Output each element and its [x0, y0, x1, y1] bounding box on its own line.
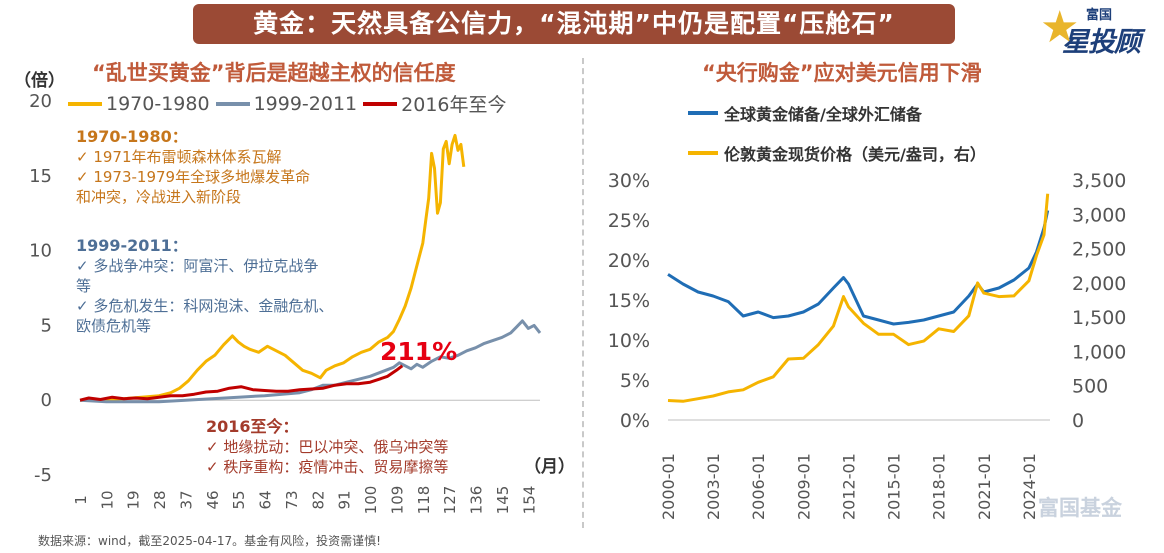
y-right-tick-label: 1,000 [1072, 341, 1126, 363]
annotation-2016: 2016至今： ✓ 地缘扰动：巴以冲突、俄乌冲突等 ✓ 秩序重构：疫情冲击、贸易… [206, 417, 448, 477]
annotation-item: ✓ 多危机发生：科网泡沫、金融危机、 [76, 297, 334, 315]
legend-swatch-blue [688, 111, 718, 115]
annotation-item: ✓ 秩序重构：疫情冲击、贸易摩擦等 [206, 458, 449, 476]
y-right-tick-label: 3,000 [1072, 204, 1126, 226]
right-legend-price: 伦敦黄金现货价格（美元/盎司，右） [688, 141, 986, 165]
y-left-tick-label: 15% [608, 290, 650, 312]
right-legend-reserve: 全球黄金储备/全球外汇储备 [688, 101, 922, 125]
y-right-tick-label: 500 [1072, 376, 1108, 398]
x-tick-label: 154 [520, 486, 538, 515]
x-tick-label: 46 [204, 490, 222, 509]
series-line-1 [667, 193, 1050, 403]
logo-main-text: 星投顾 [1062, 27, 1141, 58]
y-left-tick-label: 5% [620, 370, 650, 392]
x-tick-label: 2015-01 [885, 453, 904, 520]
x-tick-label: 64 [257, 490, 275, 509]
x-tick-label: 37 [177, 490, 195, 509]
y-left-tick-label: 10% [608, 330, 650, 352]
legend-label-price: 伦敦黄金现货价格（美元/盎司，右） [724, 145, 986, 164]
x-tick-label: 118 [415, 486, 433, 515]
y-right-tick-label: 1,500 [1072, 307, 1126, 329]
y-tick-label: 20 [29, 91, 52, 112]
legend-swatch-red [363, 101, 398, 106]
y-tick-label: 10 [29, 241, 52, 262]
legend-label-1970: 1970-1980 [106, 92, 210, 115]
x-tick-label: 28 [151, 490, 169, 509]
annotation-item: 欧债危机等 [76, 317, 152, 335]
legend-swatch-gold-price [688, 151, 718, 155]
x-tick-label: 2003-01 [704, 453, 723, 520]
annotation-item: ✓ 1973-1979年全球多地爆发革命 [76, 168, 311, 186]
y-right-tick-label: 2,500 [1072, 239, 1126, 261]
x-tick-label: 10 [98, 490, 116, 509]
y-left-tick-label: 25% [608, 210, 650, 232]
annotation-heading: 1999-2011： [76, 236, 188, 255]
y-tick-label: 5 [41, 315, 52, 336]
legend-label-2016: 2016年至今 [401, 94, 507, 116]
x-tick-label: 2021-01 [975, 453, 994, 520]
x-tick-label: 127 [441, 486, 459, 515]
x-tick-label: 145 [494, 486, 512, 515]
x-tick-label: 2018-01 [930, 453, 949, 520]
watermark-text: 富国基金 [1038, 496, 1122, 520]
annotation-item: ✓ 1971年布雷顿森林体系瓦解 [76, 148, 282, 166]
right-chart: 0% 5% 10% 15% 20% 25% 30% 0 500 1,000 1,500 2,000 2,… [608, 170, 1127, 520]
panel-divider [582, 58, 584, 528]
y-left-tick-label: 30% [608, 170, 650, 192]
series-line-0 [667, 210, 1050, 326]
y-right-tick-label: 3,500 [1072, 170, 1126, 192]
x-tick-label: 100 [362, 486, 380, 515]
annotation-heading: 1970-1980： [76, 127, 188, 146]
annotation-item: ✓ 多战争冲突：阿富汗、伊拉克战争 [76, 257, 319, 275]
y-left-tick-label: 20% [608, 250, 650, 272]
x-tick-label: 2000-01 [659, 453, 678, 520]
x-tick-label: 19 [125, 490, 143, 509]
x-tick-label: 55 [230, 490, 248, 509]
y-right-tick-label: 0 [1072, 410, 1084, 432]
annotation-item: 等 [76, 277, 92, 295]
brand-logo: ★ 富国 星投顾 [1032, 2, 1152, 62]
series-line-2 [79, 364, 404, 402]
y-right-tick-label: 2,000 [1072, 273, 1126, 295]
x-tick-label: 136 [468, 486, 486, 515]
x-tick-label: 82 [309, 490, 327, 509]
annotation-item: 和冲突，冷战进入新阶段 [76, 188, 242, 206]
page-title: 黄金：天然具备公信力，“混沌期”中仍是配置“压舱石” [193, 4, 955, 44]
y-left-tick-label: 0% [620, 410, 650, 432]
left-chart: -5 0 5 10 15 20 1 10 19 28 37 46 55 64 73 82 91 100 109 118… [29, 91, 542, 515]
y-tick-label: 0 [41, 390, 52, 411]
x-tick-label: 2006-01 [749, 453, 768, 520]
left-legend: 1970-1980 1999-2011 2016年至今 [64, 90, 507, 117]
growth-badge: 211% [380, 337, 458, 366]
series-line-1 [79, 319, 542, 404]
logo-top-text: 富国 [1086, 8, 1113, 23]
x-tick-label: 2024-01 [1020, 453, 1039, 520]
data-source-note: 数据来源：wind，截至2025-04-17。基金有风险，投资需谨慎! [38, 534, 381, 548]
left-chart-title: “乱世买黄金”背后是超越主权的信任度 [92, 61, 456, 85]
x-tick-label: 109 [388, 486, 406, 515]
x-tick-label: 1 [72, 495, 90, 505]
x-tick-label: 73 [283, 490, 301, 509]
x-tick-label: 2012-01 [839, 453, 858, 520]
right-chart-title: “央行购金”应对美元信用下滑 [702, 61, 982, 85]
legend-swatch-gold [68, 101, 102, 106]
annotation-heading: 2016至今： [206, 417, 299, 436]
legend-swatch-steel [215, 101, 250, 106]
annotation-1970: 1970-1980： ✓ 1971年布雷顿森林体系瓦解 ✓ 1973-1979年… [76, 127, 310, 207]
legend-label-1999: 1999-2011 [253, 92, 358, 115]
left-y-unit: （倍） [14, 71, 65, 91]
left-x-unit: （月） [524, 457, 575, 477]
star-icon: ★ [1040, 2, 1080, 53]
series-line-0 [79, 133, 466, 402]
x-tick-label: 91 [336, 490, 354, 509]
legend-label-reserve: 全球黄金储备/全球外汇储备 [724, 105, 922, 124]
annotation-item: ✓ 地缘扰动：巴以冲突、俄乌冲突等 [206, 438, 449, 456]
annotation-1999: 1999-2011： ✓ 多战争冲突：阿富汗、伊拉克战争 等 ✓ 多危机发生：科… [76, 236, 333, 336]
y-tick-label: 15 [29, 166, 52, 187]
y-tick-label: -5 [34, 465, 52, 486]
x-tick-label: 2009-01 [794, 453, 813, 520]
